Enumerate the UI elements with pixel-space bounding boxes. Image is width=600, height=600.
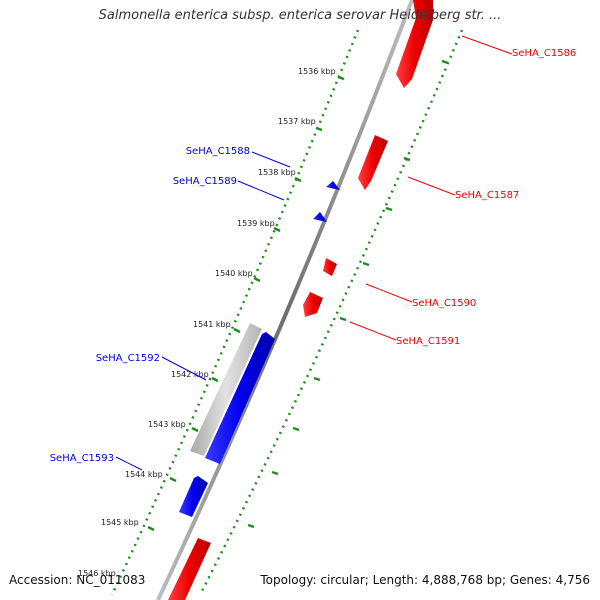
gene-label-sehac1589[interactable]: SeHA_C1589 <box>173 176 237 187</box>
tick-label: 1536 kbp <box>298 67 336 76</box>
tick-label: 1546 kbp <box>78 569 116 578</box>
outer-scale-ring <box>198 29 464 596</box>
tick-mark <box>441 59 449 65</box>
tick-label: 1537 kbp <box>278 117 316 126</box>
leader-line <box>407 176 456 196</box>
gene-label-sehac1590[interactable]: SeHA_C1590 <box>412 298 476 309</box>
tick-mark <box>273 226 281 233</box>
genome-summary-text: Topology: circular; Length: 4,888,768 bp… <box>260 573 590 587</box>
gene-label-sehac1588[interactable]: SeHA_C1588 <box>186 146 250 157</box>
tick-mark <box>313 376 321 382</box>
tick-mark <box>337 75 345 81</box>
tick-mark <box>294 176 302 183</box>
tick-label: 1539 kbp <box>237 219 275 228</box>
gene-sehac1589[interactable] <box>313 212 327 222</box>
leader-line <box>115 456 143 471</box>
gene-sehac1590[interactable] <box>323 258 337 276</box>
leader-line <box>237 180 285 201</box>
tick-label: 1545 kbp <box>101 518 139 527</box>
leader-line <box>349 321 397 341</box>
gene-sehac1586[interactable] <box>396 0 433 88</box>
tick-mark <box>211 376 219 383</box>
gene-label-sehac1593[interactable]: SeHA_C1593 <box>50 453 114 464</box>
tick-mark <box>271 470 279 476</box>
leader-line <box>365 283 413 303</box>
gene-unlabeled-forward[interactable] <box>168 538 211 600</box>
gene-sehac1592-pseudo[interactable] <box>190 323 262 456</box>
tick-mark <box>147 525 155 532</box>
gene-sehac1592[interactable] <box>205 332 275 464</box>
leader-line <box>461 35 513 55</box>
leader-line <box>251 151 291 168</box>
tick-label: 1544 kbp <box>125 470 163 479</box>
gene-sehac1593[interactable] <box>179 476 208 517</box>
major-ticks <box>147 59 449 532</box>
label-leaders <box>115 35 513 471</box>
tick-mark <box>169 476 177 483</box>
tick-mark <box>339 316 347 322</box>
tick-label: 1540 kbp <box>215 269 253 278</box>
genome-backbone <box>156 0 414 600</box>
gene-label-sehac1587[interactable]: SeHA_C1587 <box>455 190 519 201</box>
gene-label-sehac1586[interactable]: SeHA_C1586 <box>512 48 576 59</box>
gene-sehac1591[interactable] <box>303 292 323 317</box>
tick-mark <box>247 523 255 529</box>
tick-label: 1538 kbp <box>258 168 296 177</box>
gene-sehac1587[interactable] <box>358 135 388 190</box>
tick-label: 1543 kbp <box>148 420 186 429</box>
tick-mark <box>385 206 393 212</box>
gene-label-sehac1592[interactable]: SeHA_C1592 <box>96 353 160 364</box>
tick-mark <box>253 276 261 283</box>
tick-label: 1541 kbp <box>193 320 231 329</box>
genes <box>168 0 433 600</box>
leader-line <box>161 356 207 381</box>
inner-scale-ring <box>110 29 360 596</box>
tick-mark <box>292 426 300 432</box>
gene-sehac1588[interactable] <box>326 181 340 190</box>
gene-label-sehac1591[interactable]: SeHA_C1591 <box>396 336 460 347</box>
tick-mark <box>403 156 411 162</box>
tick-label: 1542 kbp <box>171 370 209 379</box>
gene-labels: SeHA_C1586 SeHA_C1587 SeHA_C1588 SeHA_C1… <box>50 48 577 464</box>
tick-mark <box>233 327 241 334</box>
organism-title: Salmonella enterica subsp. enterica sero… <box>98 8 502 23</box>
tick-labels: 1536 kbp 1537 kbp 1538 kbp 1539 kbp 1540… <box>78 67 336 578</box>
tick-mark <box>362 261 370 267</box>
tick-mark <box>315 126 323 132</box>
accession-text: Accession: NC_011083 <box>9 573 146 587</box>
tick-mark <box>191 426 199 433</box>
